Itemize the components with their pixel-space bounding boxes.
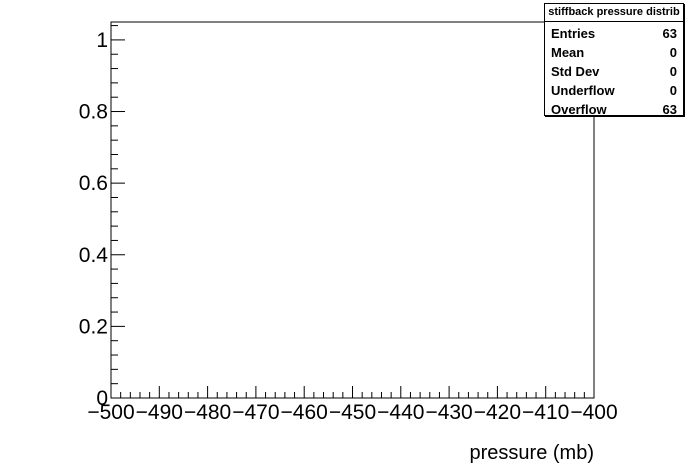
y-tick-label: 0.4 (79, 244, 109, 267)
stats-box: stiffback pressure distrib Entries 63 Me… (544, 3, 684, 119)
stats-rows: Entries 63 Mean 0 Std Dev 0 Underflow 0 … (545, 22, 683, 119)
stats-value: 63 (662, 102, 677, 117)
y-axis: 0 0.2 0.4 0.6 0.8 1 (79, 25, 125, 410)
stats-title: stiffback pressure distrib (545, 4, 683, 22)
stats-row-overflow: Overflow 63 (545, 100, 683, 119)
stats-row-std-dev: Std Dev 0 (545, 62, 683, 81)
stats-row-entries: Entries 63 (545, 24, 683, 43)
stats-label: Underflow (551, 83, 615, 98)
stats-label: Overflow (551, 102, 607, 117)
x-tick-label: −450 (329, 401, 376, 424)
y-tick-label: 0.6 (79, 172, 108, 195)
x-tick-label: −490 (136, 401, 183, 424)
x-tick-label: −470 (232, 401, 279, 424)
x-tick-label: −440 (377, 401, 424, 424)
x-tick-label: −430 (425, 401, 472, 424)
stats-row-mean: Mean 0 (545, 43, 683, 62)
x-tick-label: −500 (87, 401, 134, 424)
stats-label: Std Dev (551, 64, 600, 79)
x-tick-label: −460 (281, 401, 328, 424)
stats-value: 0 (669, 45, 677, 60)
stats-row-underflow: Underflow 0 (545, 81, 683, 100)
y-tick-label: 1 (96, 29, 108, 52)
y-tick-label: 0 (96, 387, 108, 410)
stats-value: 0 (669, 83, 677, 98)
x-axis: −500 −490 −480 −470 −460 −450 −440 −430 −420 −410… (87, 386, 618, 424)
stats-value: 0 (669, 64, 677, 79)
x-tick-label: −480 (184, 401, 231, 424)
y-tick-label: 0.8 (79, 101, 108, 124)
x-tick-label: −400 (570, 401, 617, 424)
y-tick-label: 0.2 (79, 315, 108, 338)
stats-value: 63 (662, 26, 677, 41)
plot-frame (110, 21, 595, 399)
stats-label: Entries (551, 26, 596, 41)
x-axis-title: pressure (mb) (470, 442, 594, 464)
stats-label: Mean (551, 45, 585, 60)
x-tick-label: −410 (522, 401, 569, 424)
x-tick-label: −420 (474, 401, 521, 424)
